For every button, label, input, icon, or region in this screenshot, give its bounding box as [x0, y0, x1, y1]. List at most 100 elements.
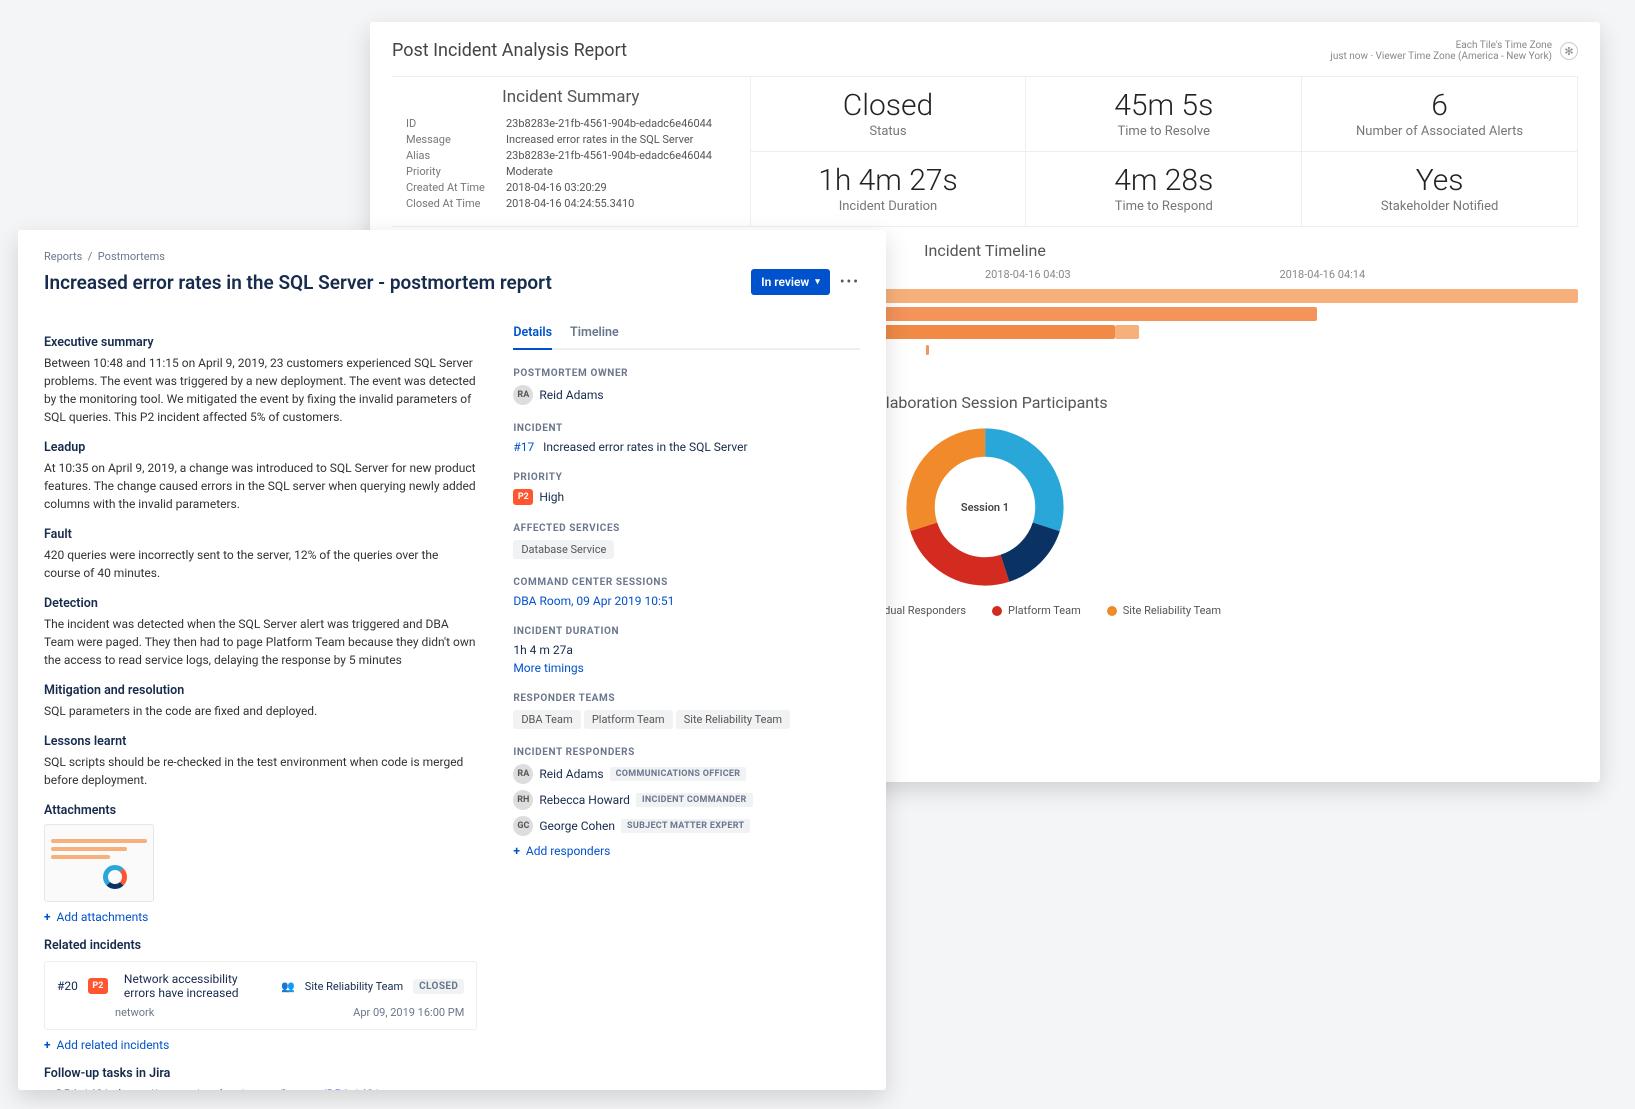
metric-duration-value: 1h 4m 27s — [767, 164, 1010, 197]
plus-icon: + — [44, 1038, 51, 1052]
team-pill[interactable]: Platform Team — [584, 710, 673, 729]
duration-value: 1h 4 m 27a — [513, 643, 860, 657]
owner-name: Reid Adams — [539, 388, 603, 402]
timeline-mark — [926, 309, 929, 319]
add-responders-label: Add responders — [526, 844, 610, 858]
add-responders-link[interactable]: + Add responders — [513, 844, 860, 858]
metric-respond-label: Time to Respond — [1042, 199, 1285, 214]
metric-duration-label: Incident Duration — [767, 199, 1010, 214]
gear-icon[interactable]: ✻ — [1560, 42, 1578, 60]
metric-status-label: Status — [767, 124, 1010, 139]
add-attachments-link[interactable]: +Add attachments — [44, 910, 477, 924]
summary-msg-label: Message — [406, 133, 506, 146]
tab-details[interactable]: Details — [513, 321, 552, 350]
incident-summary-cell: Incident Summary ID23b8283e-21fb-4561-90… — [392, 77, 751, 227]
avatar: GC — [513, 816, 533, 836]
crumb-reports[interactable]: Reports — [44, 250, 82, 263]
metric-resolve-label: Time to Resolve — [1042, 124, 1285, 139]
related-time: Apr 09, 2019 16:00 PM — [353, 1006, 464, 1019]
lessons-paragraph: SQL scripts should be re-checked in the … — [44, 753, 477, 789]
fault-heading: Fault — [44, 527, 477, 542]
incident-title: Increased error rates in the SQL Server — [543, 440, 747, 454]
crumb-postmortems[interactable]: Postmortems — [98, 250, 165, 263]
in-review-button[interactable]: In review ▾ — [751, 269, 830, 295]
legend-label: Site Reliability Team — [1123, 604, 1221, 617]
more-menu-icon[interactable]: ••• — [840, 274, 860, 290]
p2-badge: P2 — [88, 978, 108, 994]
exec-heading: Executive summary — [44, 335, 477, 350]
metric-alerts: 6Number of Associated Alerts — [1302, 77, 1578, 152]
duration-heading: INCIDENT DURATION — [513, 626, 860, 637]
summary-msg: Increased error rates in the SQL Server — [506, 133, 693, 146]
related-heading: Related incidents — [44, 938, 477, 953]
summary-alias-label: Alias — [406, 149, 506, 162]
report-title: Post Incident Analysis Report — [392, 40, 627, 61]
metric-notified-label: Stakeholder Notified — [1318, 199, 1561, 214]
add-related-label: Add related incidents — [57, 1038, 170, 1052]
tz-line2: just now · Viewer Time Zone (America - N… — [1330, 51, 1552, 62]
plus-icon: + — [44, 910, 51, 924]
timezone-box: Each Tile's Time Zone just now · Viewer … — [1330, 40, 1578, 62]
owner-heading: POSTMORTEM OWNER — [513, 368, 860, 379]
followup-key: DBA-1421 — [56, 1087, 109, 1090]
team-pill[interactable]: DBA Team — [513, 710, 580, 729]
page-title: Increased error rates in the SQL Server … — [44, 271, 552, 294]
responder-row: RH Rebecca Howard INCIDENT COMMANDER — [513, 790, 860, 810]
summary-closed-label: Closed At Time — [406, 197, 506, 210]
add-related-link[interactable]: + Add related incidents — [44, 1038, 477, 1052]
summary-alias: 23b8283e-21fb-4561-904b-edadc6e46044 — [506, 149, 712, 162]
p2-badge: P2 — [513, 489, 533, 505]
breadcrumb: Reports / Postmortems — [44, 250, 860, 263]
avatar: RA — [513, 764, 533, 784]
plus-icon: + — [513, 844, 520, 858]
detection-heading: Detection — [44, 596, 477, 611]
metric-resolve: 45m 5s Time to Resolve — [1026, 77, 1302, 152]
tab-timeline[interactable]: Timeline — [570, 321, 619, 348]
metric-respond-value: 4m 28s — [1042, 164, 1285, 197]
team-pill[interactable]: Site Reliability Team — [676, 710, 790, 729]
exec-paragraph: Between 10:48 and 11:15 on April 9, 2019… — [44, 354, 477, 426]
service-pill[interactable]: Database Service — [513, 540, 614, 559]
timeline-bar — [1115, 325, 1139, 339]
followup-heading: Follow-up tasks in Jira — [44, 1066, 477, 1081]
timeline-tick: 2018-04-16 04:03 — [985, 268, 1280, 281]
metrics-grid: Incident Summary ID23b8283e-21fb-4561-90… — [392, 76, 1578, 227]
session-link[interactable]: DBA Room, 09 Apr 2019 10:51 — [513, 594, 860, 608]
sidebar-tabs: Details Timeline — [513, 321, 860, 350]
responders-heading: INCIDENT RESPONDERS — [513, 747, 860, 758]
related-num: #20 — [57, 979, 78, 993]
legend-item: Platform Team — [992, 604, 1081, 617]
mitigation-heading: Mitigation and resolution — [44, 683, 477, 698]
attachment-thumbnail[interactable] — [44, 824, 154, 902]
mitigation-paragraph: SQL parameters in the code are fixed and… — [44, 702, 477, 720]
summary-id: 23b8283e-21fb-4561-904b-edadc6e46044 — [506, 117, 712, 130]
metric-status: ClosedStatus — [751, 77, 1027, 152]
metric-respond: 4m 28s Time to Respond — [1026, 152, 1302, 227]
incident-num[interactable]: #17 — [513, 440, 534, 454]
summary-priority-label: Priority — [406, 165, 506, 178]
donut-center-label: Session 1 — [900, 422, 1070, 592]
fault-paragraph: 420 queries were incorrectly sent to the… — [44, 546, 477, 582]
postmortem-sidebar: Details Timeline POSTMORTEM OWNER RA Rei… — [513, 321, 860, 1090]
summary-heading: Incident Summary — [406, 87, 736, 107]
role-chip: SUBJECT MATTER EXPERT — [621, 819, 750, 833]
chevron-down-icon: ▾ — [815, 277, 820, 287]
teams-heading: RESPONDER TEAMS — [513, 693, 860, 704]
related-title: Network accessibility errors have increa… — [124, 972, 271, 1000]
more-timings-link[interactable]: More timings — [513, 661, 860, 675]
avatar: RH — [513, 790, 533, 810]
related-team: Site Reliability Team — [305, 980, 403, 993]
avatar: RA — [513, 385, 533, 405]
sessions-heading: COMMAND CENTER SESSIONS — [513, 577, 860, 588]
followup-link[interactable]: https://opsgenie.atlassian.net/browse/DB… — [118, 1087, 380, 1090]
tz-line1: Each Tile's Time Zone — [1330, 40, 1552, 51]
incident-heading: INCIDENT — [513, 423, 860, 434]
related-incident-card[interactable]: #20 P2 Network accessibility errors have… — [44, 961, 477, 1030]
timeline-tick: 2018-04-16 04:14 — [1280, 268, 1575, 281]
responder-name: Rebecca Howard — [539, 793, 630, 807]
related-status: CLOSED — [413, 979, 464, 994]
metric-resolve-value: 45m 5s — [1042, 89, 1285, 122]
attachments-heading: Attachments — [44, 803, 477, 818]
detection-paragraph: The incident was detected when the SQL S… — [44, 615, 477, 669]
lessons-heading: Lessons learnt — [44, 734, 477, 749]
